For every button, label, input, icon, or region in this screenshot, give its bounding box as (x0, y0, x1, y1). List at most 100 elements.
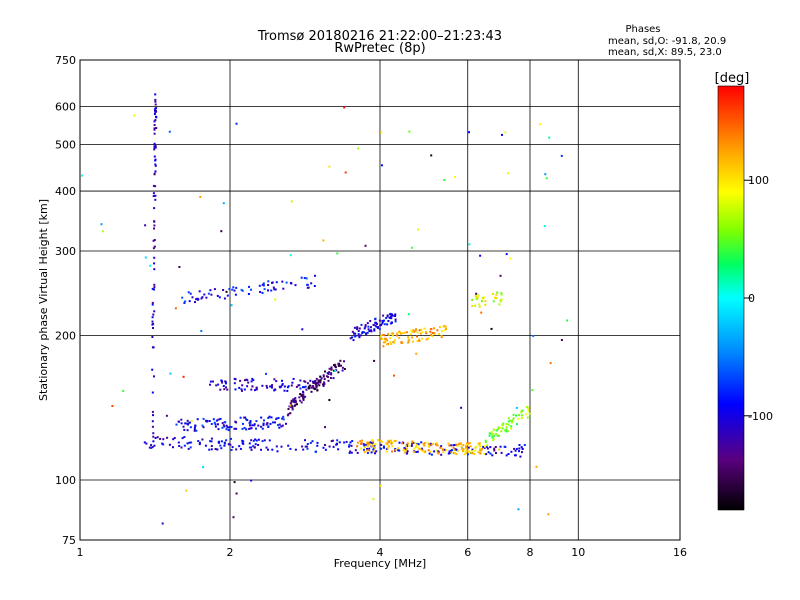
data-point (421, 337, 424, 340)
data-point (471, 452, 474, 455)
data-point (411, 246, 414, 249)
data-point (273, 389, 276, 392)
data-point (322, 446, 325, 449)
data-point (152, 327, 154, 329)
data-point (343, 106, 346, 109)
data-point (153, 124, 156, 126)
data-point (299, 399, 302, 402)
data-point (371, 444, 373, 447)
data-point (187, 447, 190, 450)
data-point (265, 446, 268, 449)
data-point (183, 436, 186, 438)
data-point (391, 313, 393, 316)
data-point (415, 328, 418, 331)
data-point (285, 422, 287, 425)
data-point (263, 439, 266, 442)
data-point (458, 443, 460, 446)
data-point (186, 422, 189, 425)
data-point (224, 382, 227, 385)
data-point (505, 454, 508, 457)
data-point (221, 381, 224, 384)
data-point (504, 131, 507, 134)
data-point (425, 332, 428, 335)
data-point (195, 298, 198, 301)
data-point (500, 293, 503, 296)
data-point (243, 388, 246, 391)
data-point (442, 451, 445, 454)
data-point (255, 427, 257, 430)
data-point (262, 424, 265, 427)
data-point (484, 441, 487, 444)
data-point (373, 329, 376, 332)
data-point (425, 338, 428, 341)
data-point (152, 440, 155, 443)
x-axis-label: Frequency [MHz] (334, 557, 426, 570)
data-point (274, 288, 277, 291)
data-point (496, 291, 499, 294)
data-point (251, 377, 254, 380)
data-point (498, 303, 501, 306)
data-point (258, 284, 261, 287)
data-point (295, 400, 297, 403)
data-point (315, 377, 318, 380)
data-point (420, 441, 423, 444)
data-point (359, 447, 362, 450)
data-point (490, 430, 493, 433)
stats-line-o: mean, sd,O: -91.8, 20.9 (608, 36, 726, 47)
data-point (348, 443, 351, 446)
data-point (255, 386, 258, 389)
data-point (345, 440, 348, 443)
data-point (370, 329, 372, 332)
data-point (492, 438, 495, 441)
data-point (352, 339, 355, 342)
data-point (155, 115, 157, 118)
data-point (480, 448, 483, 450)
data-point (480, 449, 483, 452)
data-point (271, 281, 273, 284)
data-point (368, 443, 371, 446)
data-point (385, 339, 388, 342)
data-point (406, 331, 408, 334)
data-point (338, 441, 341, 444)
data-point (401, 442, 404, 445)
data-point (265, 384, 268, 387)
data-point (428, 445, 430, 448)
data-point (453, 444, 456, 446)
data-point (272, 421, 274, 424)
data-point (500, 451, 503, 454)
data-point (392, 341, 395, 343)
data-point (165, 414, 168, 417)
data-point (219, 444, 222, 447)
data-point (382, 314, 385, 317)
data-point (421, 449, 424, 452)
data-point (418, 329, 421, 332)
data-point (526, 406, 529, 409)
data-point (290, 282, 293, 285)
data-point (268, 439, 271, 442)
y-tick-label: 200 (55, 330, 76, 343)
data-point (430, 444, 433, 447)
data-point (183, 428, 186, 431)
data-point (359, 440, 362, 443)
data-point (375, 450, 378, 453)
data-point (337, 362, 340, 365)
data-point (407, 338, 410, 341)
data-point (327, 379, 330, 382)
data-point (262, 282, 265, 285)
data-point (306, 283, 309, 286)
data-point (232, 516, 235, 519)
y-tick-label: 600 (55, 101, 76, 114)
data-point (520, 409, 523, 412)
data-point (485, 445, 488, 448)
data-point (153, 143, 156, 146)
y-tick-label: 500 (55, 139, 76, 152)
data-point (294, 403, 297, 406)
data-point (272, 286, 275, 289)
data-point (368, 449, 371, 452)
data-point (305, 388, 308, 391)
data-point (286, 414, 289, 417)
data-point (152, 432, 155, 435)
data-point (452, 446, 455, 449)
data-point (444, 329, 446, 332)
data-points (81, 93, 569, 525)
